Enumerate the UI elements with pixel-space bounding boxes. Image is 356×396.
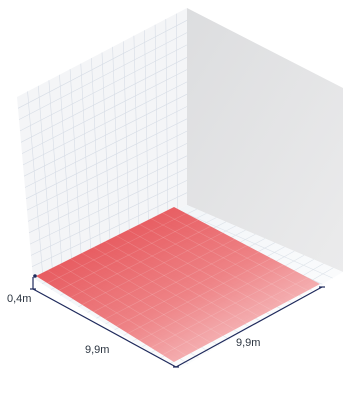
grid-line [31,192,188,267]
grid-line [17,20,188,109]
grid-line [93,238,235,313]
grid-line [29,167,188,245]
grid-line [116,251,260,327]
grid-line [47,270,187,356]
grid-line [28,155,188,234]
grid-line [104,241,248,324]
highlighted-area-grid [47,212,308,356]
grid-line [127,229,272,311]
grid-line [150,218,296,298]
grid-line [139,264,284,341]
back-wall-grid [17,13,188,274]
right-wall [187,8,343,272]
grid-line [139,224,284,304]
grid-line [150,270,296,348]
grid-line [24,106,188,188]
grid-line [22,81,188,166]
grid-line [58,264,199,350]
grid-line [25,118,188,200]
grid-line [127,258,272,334]
grid-line [58,219,199,291]
grid-line [19,44,188,132]
width-dimension-line [32,288,177,368]
dimension-lines [30,277,325,368]
depth-label: 9,9m [236,337,260,349]
grid-line [30,180,188,256]
grid-line [26,130,188,211]
grid-line [116,235,260,317]
grid-line [81,232,223,305]
grid-line [162,212,308,291]
grid-line [104,245,248,320]
grid-line [81,252,223,337]
grid-line [162,277,308,356]
height-label: 0,4m [7,293,31,305]
grid-line [20,57,188,143]
corner-marker [33,274,37,278]
grid-line [70,226,211,298]
grid-line [70,258,211,343]
grid-line [18,32,188,120]
grid-line [93,247,235,330]
width-label: 9,9m [85,344,109,356]
grid-line [23,93,188,177]
grid-line [47,213,187,284]
depth-dimension-line [175,286,323,368]
highlighted-area [36,207,320,362]
grid-line [27,143,188,222]
grid-line [21,69,188,154]
